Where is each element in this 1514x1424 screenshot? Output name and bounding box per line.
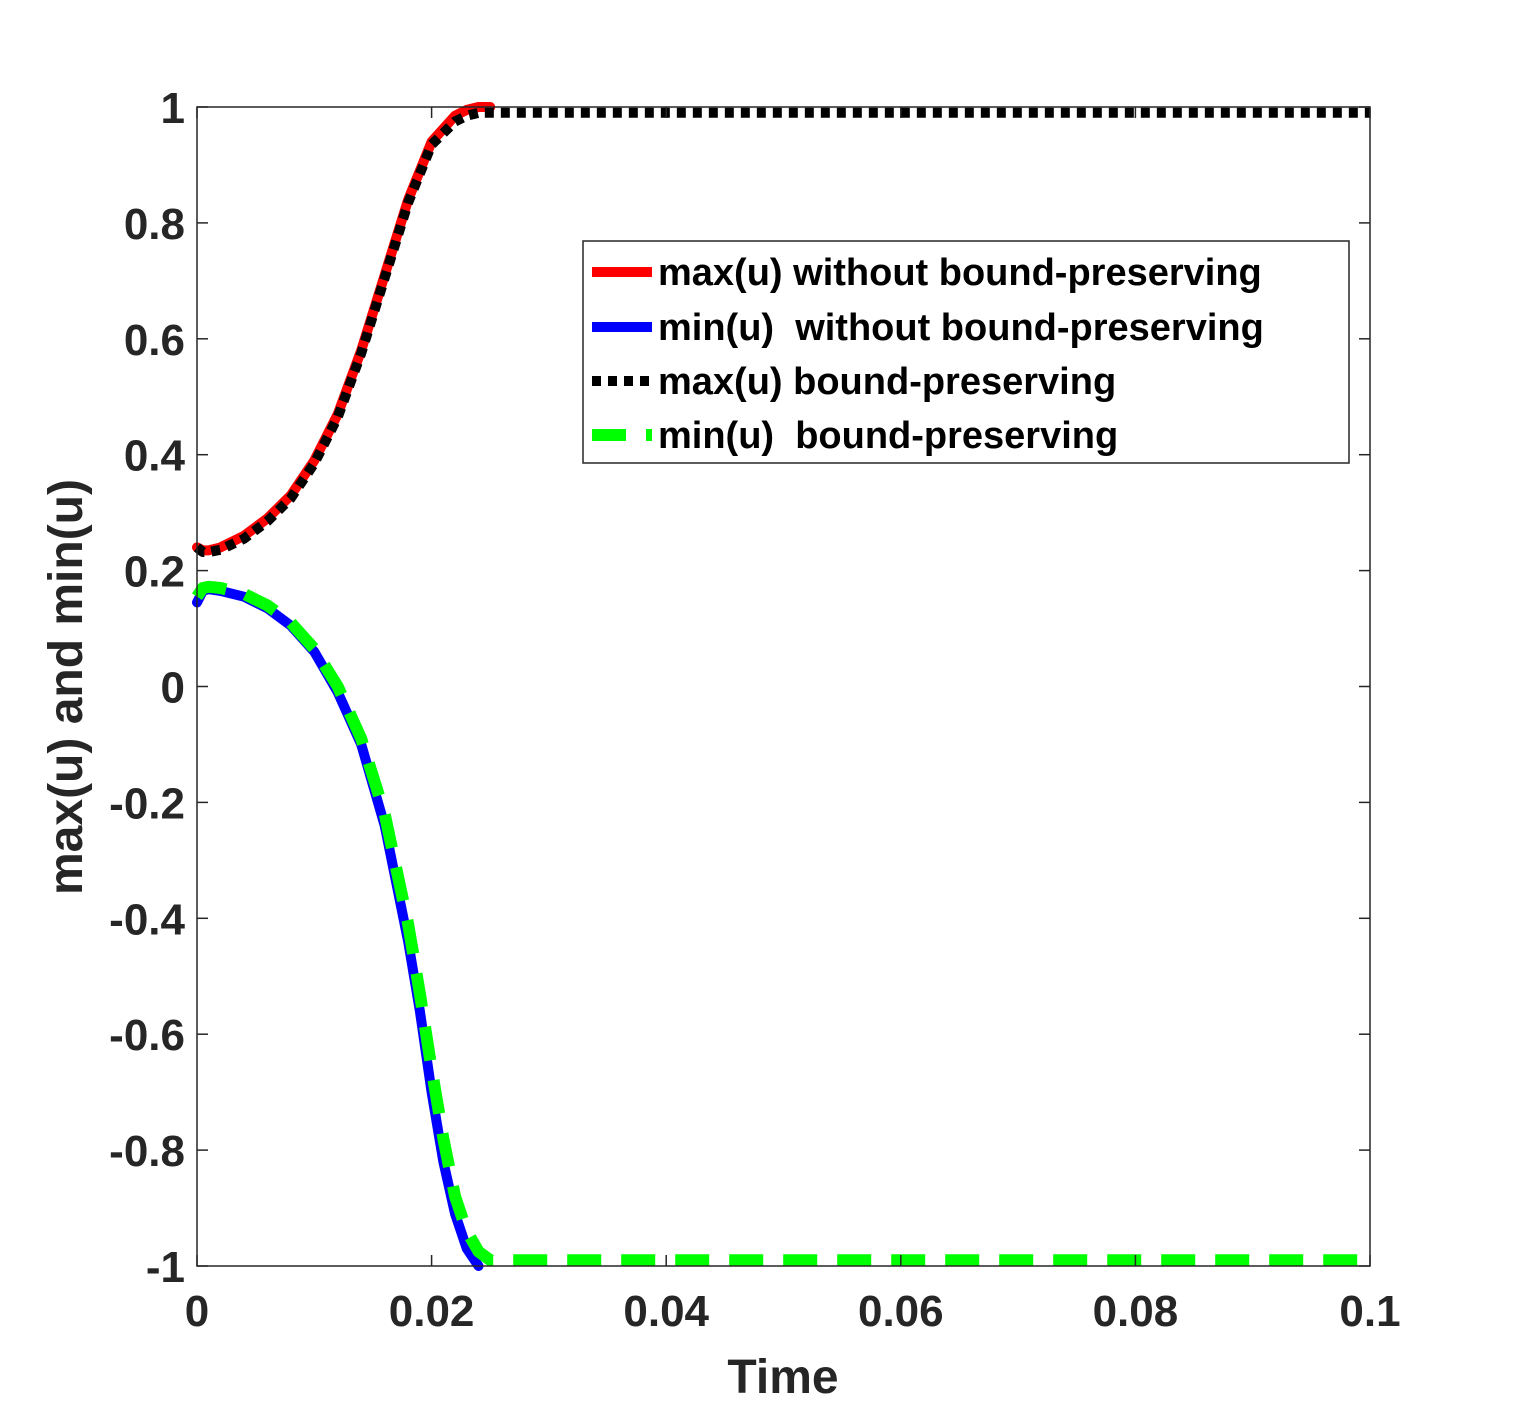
legend: max(u) without bound-preserving min(u) wi… — [582, 240, 1350, 464]
y-tick-label-5: 0 — [161, 664, 185, 713]
x-tick-label-1: 0.02 — [389, 1287, 475, 1336]
y-tick-label-2: -0.6 — [109, 1011, 185, 1060]
y-tick-label-8: 0.6 — [124, 316, 185, 365]
x-tick-label-5: 0.1 — [1339, 1287, 1400, 1336]
legend-label-3: min(u) bound-preserving — [658, 415, 1118, 457]
series-line-3 — [192, 580, 1370, 1267]
x-tick-label-2: 0.04 — [623, 1287, 709, 1336]
y-tick-label-3: -0.4 — [109, 895, 185, 944]
y-axis-label: max(u) and min(u) — [40, 479, 93, 895]
legend-label-0: max(u) without bound-preserving — [658, 252, 1262, 294]
tick-labels-layer: 0 0.02 0.04 0.06 0.08 0.1 -1 -0.8 -0.6 -0.4 -0.2 0 0… — [109, 84, 1400, 1336]
y-tick-label-10: 1 — [161, 84, 185, 133]
legend-label-2: max(u) bound-preserving — [658, 361, 1116, 403]
legend-entries: max(u) without bound-preserving min(u) wi… — [592, 252, 1264, 457]
y-tick-label-1: -0.8 — [109, 1127, 185, 1176]
x-tick-label-0: 0 — [185, 1287, 209, 1336]
legend-box — [582, 240, 1350, 464]
series-layer — [192, 102, 1370, 1271]
x-tick-label-3: 0.06 — [858, 1287, 944, 1336]
y-tick-label-9: 0.8 — [124, 200, 185, 249]
y-tick-label-0: -1 — [146, 1243, 185, 1292]
y-tick-label-6: 0.2 — [124, 548, 185, 597]
x-tick-label-4: 0.08 — [1093, 1287, 1179, 1336]
y-tick-label-7: 0.4 — [124, 432, 186, 481]
legend-label-1: min(u) without bound-preserving — [658, 307, 1264, 349]
ticks-layer — [196, 106, 1371, 1267]
x-axis-label: Time — [727, 1351, 838, 1404]
y-tick-label-4: -0.2 — [109, 779, 185, 828]
series-line-2 — [193, 107, 1370, 558]
